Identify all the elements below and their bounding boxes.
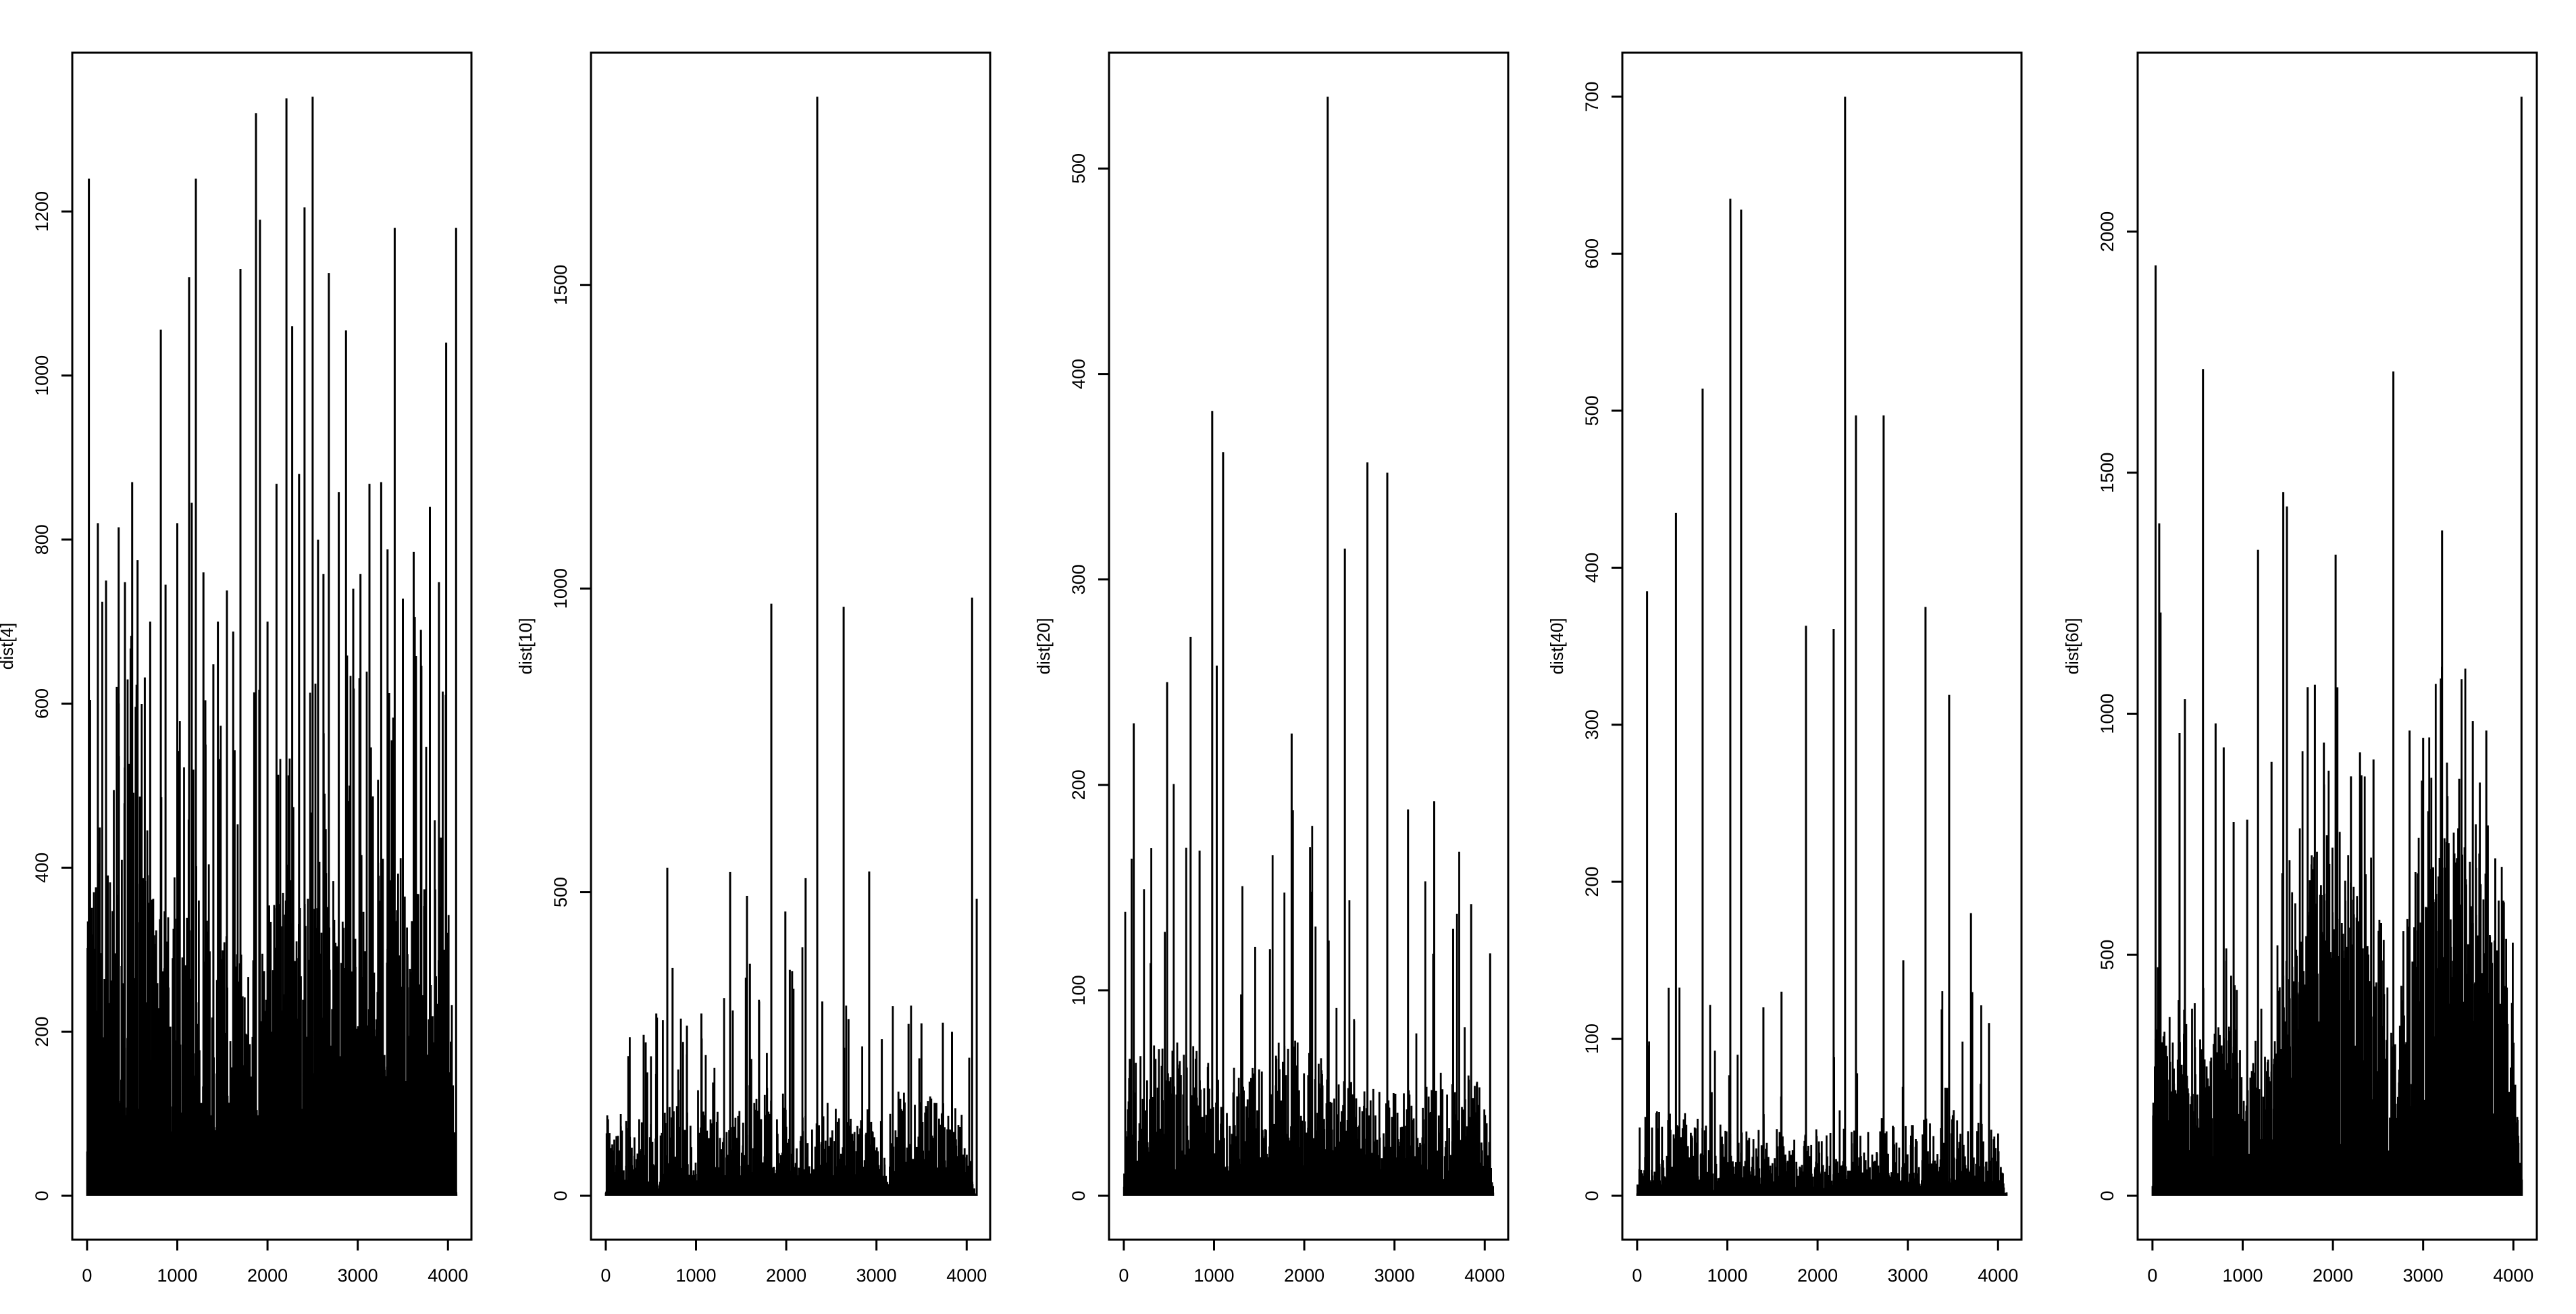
plot-dist20: 0 1000 2000 3000 4000 0 100 200 300 400 500 dist[20…	[1033, 51, 1510, 1286]
y-tick-label-dist4: 400	[32, 853, 52, 883]
y-tick-label-dist40: 700	[1582, 82, 1602, 112]
y-tick-label-dist40: 400	[1582, 553, 1602, 583]
spike-series-dist40	[1637, 987, 2008, 1196]
y-axis-title-dist60: dist[60]	[2062, 618, 2082, 675]
plot-box-dist10	[590, 51, 991, 1241]
y-tick-label-dist20: 500	[1068, 153, 1089, 184]
x-tick-label-dist40: 0	[1632, 1265, 1643, 1286]
x-tick-label-dist4: 0	[82, 1265, 92, 1286]
y-tick-label-dist20: 400	[1068, 359, 1089, 389]
x-tick-label-dist60: 1000	[2223, 1265, 2263, 1286]
x-tick-label-dist10: 4000	[946, 1265, 987, 1286]
plot-dist40: 0 1000 2000 3000 4000 0 100 200 300 400 500 600 700 d…	[1547, 51, 2023, 1286]
plot-box-dist20	[1108, 51, 1510, 1241]
x-tick-label-dist4: 1000	[157, 1265, 197, 1286]
panel-dist20: 0 1000 2000 3000 4000 0 100 200 300 400 500 dist[20…	[1031, 0, 1546, 1311]
y-axis-title-dist20: dist[20]	[1033, 618, 1054, 675]
y-tick-label-dist4: 200	[32, 1017, 52, 1047]
y-tick-label-dist40: 0	[1582, 1190, 1602, 1201]
x-tick-label-dist10: 1000	[675, 1265, 716, 1286]
spike-series-dist20	[1123, 784, 1494, 1196]
y-tick-label-dist10: 1000	[550, 568, 571, 609]
x-tick-label-dist40: 4000	[1978, 1265, 2019, 1286]
x-tick-label-dist20: 4000	[1464, 1265, 1505, 1286]
y-tick-label-dist4: 0	[32, 1190, 52, 1201]
x-tick-label-dist10: 3000	[856, 1265, 896, 1286]
plot-dist60: 0 1000 2000 3000 4000 0 500 1000 1500 2000 dist[60…	[2062, 51, 2538, 1286]
y-tick-label-dist20: 0	[1068, 1190, 1089, 1201]
x-tick-label-dist20: 0	[1118, 1265, 1129, 1286]
peak-lines-dist4	[88, 97, 457, 1196]
y-tick-label-dist4: 600	[32, 688, 52, 719]
y-tick-label-dist4: 1200	[32, 191, 52, 232]
panel-dist4: 0 1000 2000 3000 4000 0 200 400 600 800 1000 1200 di…	[0, 0, 515, 1311]
y-tick-label-dist60: 1500	[2097, 453, 2117, 493]
y-tick-label-dist10: 0	[550, 1190, 571, 1201]
peak-lines-dist10	[627, 97, 978, 1196]
y-axis-title-dist4: dist[4]	[0, 623, 17, 669]
spike-series-dist60	[2151, 666, 2523, 1196]
panel-dist10: 0 1000 2000 3000 4000 0 500 1000 1500 dist[10]	[515, 0, 1031, 1311]
x-tick-label-dist4: 2000	[247, 1265, 288, 1286]
x-tick-label-dist40: 3000	[1888, 1265, 1928, 1286]
y-tick-label-dist40: 200	[1582, 867, 1602, 897]
y-tick-label-dist4: 800	[32, 524, 52, 555]
peak-lines-dist40	[1646, 97, 1990, 1196]
x-tick-label-dist60: 2000	[2313, 1265, 2353, 1286]
y-tick-label-dist10: 500	[550, 877, 571, 907]
y-tick-label-dist20: 100	[1068, 975, 1089, 1005]
x-tick-label-dist40: 2000	[1797, 1265, 1838, 1286]
peak-lines-dist60	[2155, 97, 2523, 1196]
x-tick-label-dist4: 3000	[338, 1265, 378, 1286]
y-tick-label-dist40: 500	[1582, 395, 1602, 426]
y-axis-title-dist40: dist[40]	[1547, 618, 1567, 675]
x-tick-label-dist20: 3000	[1374, 1265, 1414, 1286]
x-tick-label-dist20: 2000	[1284, 1265, 1324, 1286]
x-tick-label-dist20: 1000	[1193, 1265, 1234, 1286]
y-tick-label-dist20: 200	[1068, 769, 1089, 800]
y-tick-label-dist40: 100	[1582, 1024, 1602, 1054]
plot-box-dist40	[1621, 51, 2023, 1241]
y-tick-label-dist60: 500	[2097, 940, 2117, 970]
panel-dist60: 0 1000 2000 3000 4000 0 500 1000 1500 2000 dist[60…	[2061, 0, 2576, 1311]
y-tick-label-dist40: 600	[1582, 238, 1602, 269]
x-tick-label-dist60: 3000	[2403, 1265, 2444, 1286]
x-tick-label-dist10: 2000	[766, 1265, 806, 1286]
x-tick-label-dist4: 4000	[428, 1265, 468, 1286]
x-tick-label-dist60: 4000	[2493, 1265, 2533, 1286]
plot-dist10: 0 1000 2000 3000 4000 0 500 1000 1500 dist[10]	[515, 51, 991, 1286]
peak-lines-dist20	[1132, 97, 1491, 1196]
y-tick-label-dist4: 1000	[32, 355, 52, 396]
plot-box-dist60	[2136, 51, 2538, 1241]
y-tick-label-dist60: 2000	[2097, 211, 2117, 252]
x-tick-label-dist10: 0	[600, 1265, 611, 1286]
y-tick-label-dist60: 1000	[2097, 693, 2117, 734]
x-tick-label-dist60: 0	[2148, 1265, 2158, 1286]
y-tick-label-dist40: 300	[1582, 709, 1602, 740]
plot-box-dist4	[71, 51, 473, 1241]
y-tick-label-dist10: 1500	[550, 265, 571, 305]
panel-dist40: 0 1000 2000 3000 4000 0 100 200 300 400 500 600 700 d…	[1545, 0, 2061, 1311]
plot-dist4: 0 1000 2000 3000 4000 0 200 400 600 800 1000 1200 di…	[0, 51, 473, 1286]
y-axis-title-dist10: dist[10]	[515, 618, 536, 675]
y-tick-label-dist60: 0	[2097, 1190, 2117, 1201]
spike-series-dist4	[86, 601, 458, 1196]
y-tick-label-dist20: 300	[1068, 564, 1089, 595]
x-tick-label-dist40: 1000	[1707, 1265, 1748, 1286]
